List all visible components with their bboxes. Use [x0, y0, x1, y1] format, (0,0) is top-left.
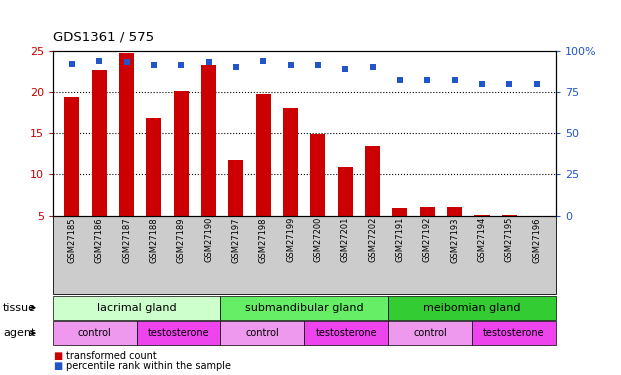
Point: [340, 66, 350, 72]
Point: [422, 77, 432, 83]
Point: [204, 59, 214, 65]
Text: testosterone: testosterone: [483, 328, 545, 338]
Bar: [201, 64, 216, 216]
Bar: [147, 118, 161, 216]
Point: [532, 81, 542, 87]
Text: percentile rank within the sample: percentile rank within the sample: [66, 361, 232, 371]
Point: [450, 77, 460, 83]
Bar: [119, 53, 134, 216]
Text: transformed count: transformed count: [66, 351, 157, 361]
Text: meibomian gland: meibomian gland: [423, 303, 521, 313]
Bar: [420, 207, 435, 216]
Point: [313, 63, 323, 69]
Text: control: control: [413, 328, 447, 338]
Bar: [256, 94, 271, 216]
Bar: [283, 108, 298, 216]
Point: [122, 59, 132, 65]
Bar: [229, 159, 243, 216]
Text: control: control: [245, 328, 279, 338]
Point: [368, 64, 378, 70]
Point: [149, 63, 159, 69]
Point: [477, 81, 487, 87]
Text: testosterone: testosterone: [315, 328, 377, 338]
Bar: [338, 167, 353, 216]
Bar: [174, 91, 189, 216]
Text: testosterone: testosterone: [148, 328, 209, 338]
Bar: [474, 215, 489, 216]
Text: lacrimal gland: lacrimal gland: [97, 303, 176, 313]
Bar: [365, 146, 380, 216]
Text: tissue: tissue: [3, 303, 36, 313]
Bar: [502, 215, 517, 216]
Point: [286, 63, 296, 69]
Text: ■: ■: [53, 351, 62, 361]
Point: [395, 77, 405, 83]
Bar: [65, 97, 79, 216]
Bar: [310, 134, 325, 216]
Bar: [392, 208, 407, 216]
Point: [231, 64, 241, 70]
Point: [258, 57, 268, 63]
Text: agent: agent: [3, 328, 35, 338]
Text: submandibular gland: submandibular gland: [245, 303, 364, 313]
Bar: [92, 70, 107, 216]
Bar: [447, 207, 462, 216]
Point: [67, 61, 77, 67]
Point: [94, 57, 104, 63]
Point: [504, 81, 514, 87]
Text: GDS1361 / 575: GDS1361 / 575: [53, 30, 154, 43]
Point: [176, 63, 186, 69]
Text: control: control: [78, 328, 112, 338]
Text: ■: ■: [53, 361, 62, 371]
